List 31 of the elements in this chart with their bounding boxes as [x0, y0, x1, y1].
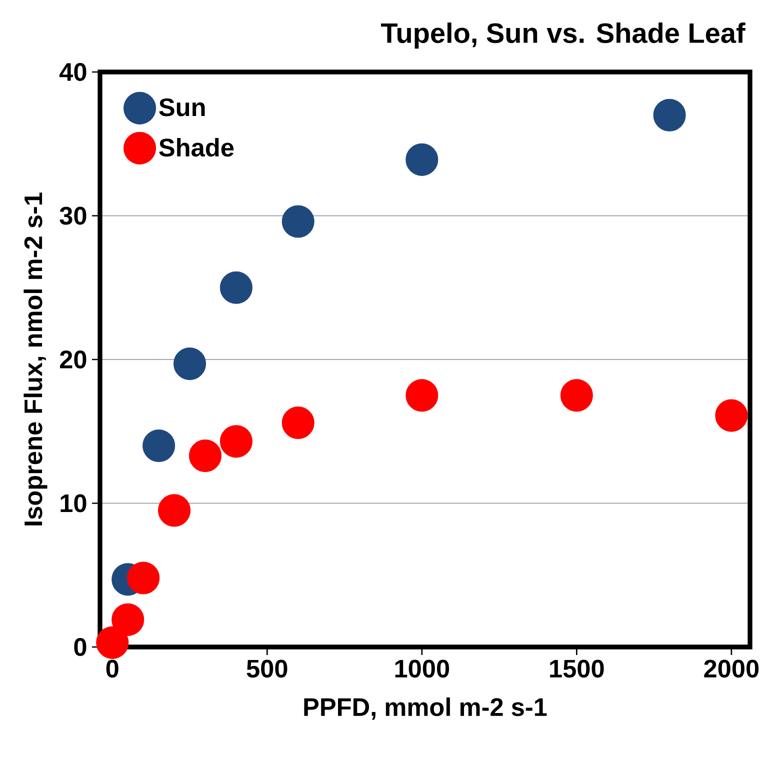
x-tick-label: 1000	[395, 660, 450, 678]
point	[282, 406, 314, 440]
point	[188, 440, 222, 472]
point	[142, 429, 176, 462]
x-tick-label: 0	[106, 660, 118, 678]
legend-label: Sun	[159, 98, 205, 116]
y-tick-label: 10	[60, 494, 86, 512]
point	[560, 379, 593, 412]
point	[112, 603, 144, 636]
point	[220, 271, 252, 304]
point	[282, 205, 314, 238]
point	[127, 562, 160, 594]
x-axis-title: PPFD, mmol m-2 s-1	[304, 697, 547, 720]
x-tick-label: 2000	[704, 660, 759, 678]
y-tick-label: 30	[60, 206, 86, 225]
point	[158, 494, 191, 527]
point	[653, 98, 686, 132]
x-tick-label: 1500	[550, 660, 604, 678]
chart-title: Tupelo, Sun vs. Shade Leaf	[381, 22, 746, 49]
y-tick-label: 0	[74, 638, 86, 656]
point	[173, 348, 206, 380]
y-tick-label: 40	[59, 63, 86, 81]
point	[406, 379, 438, 412]
y-axis-title: Isoprene Flux, nmol m-2 s-1	[24, 192, 48, 526]
point	[96, 626, 129, 659]
point	[220, 425, 252, 458]
legend-label: Shade	[159, 138, 234, 157]
x-tick-label: 500	[246, 660, 288, 678]
point	[406, 143, 438, 176]
point	[715, 399, 748, 432]
y-tick-label: 20	[60, 350, 86, 368]
